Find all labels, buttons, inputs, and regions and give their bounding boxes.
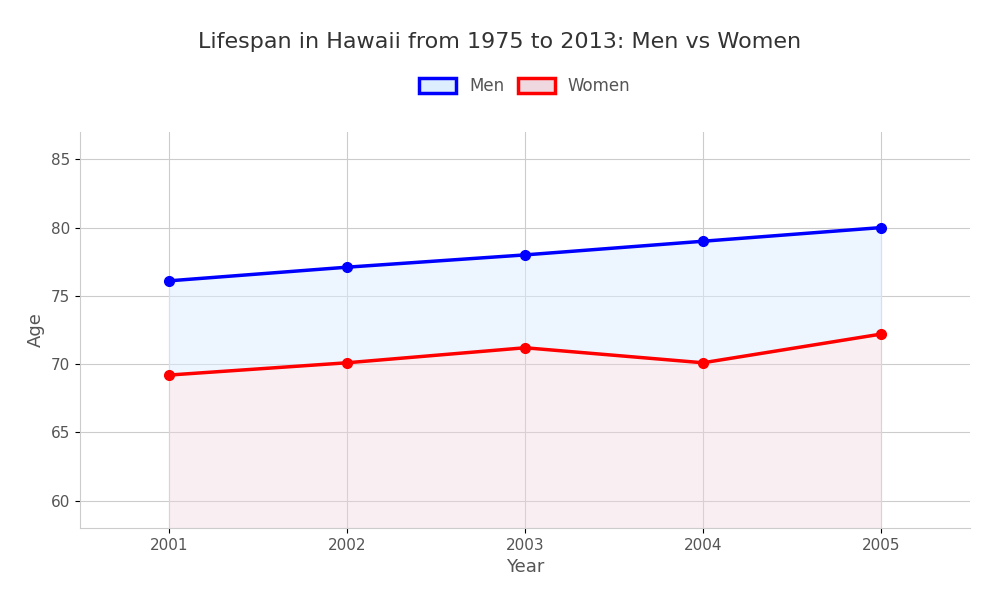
Text: Lifespan in Hawaii from 1975 to 2013: Men vs Women: Lifespan in Hawaii from 1975 to 2013: Me…: [198, 32, 802, 52]
X-axis label: Year: Year: [506, 558, 544, 576]
Legend: Men, Women: Men, Women: [411, 69, 639, 104]
Y-axis label: Age: Age: [27, 313, 45, 347]
